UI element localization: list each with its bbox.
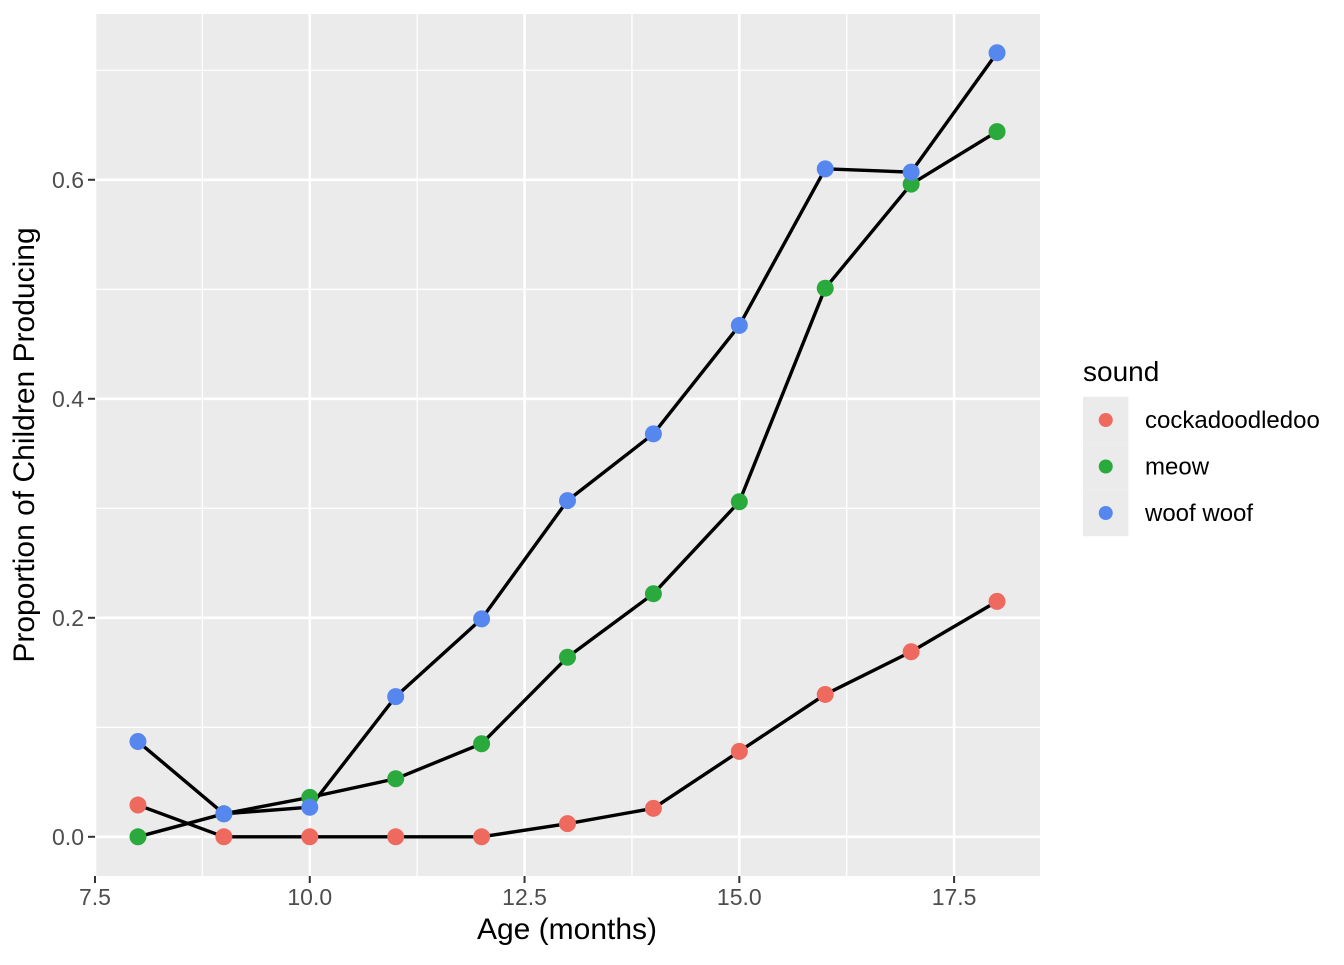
data-point-meow [730,493,748,511]
data-point-cockadoodledoo [473,828,491,846]
x-tick-label: 15.0 [717,884,762,910]
legend-dot-cockadoodledoo [1098,413,1113,427]
legend-dot-meow [1098,459,1113,474]
x-tick-label: 17.5 [932,884,977,910]
plot-panel [95,14,1040,876]
data-point-meow [559,648,576,666]
x-tick-label: 10.0 [287,884,332,910]
data-point-woof-woof [902,163,920,181]
legend: cockadoodledoo meow woof woof [1083,396,1320,537]
data-point-cockadoodledoo [730,742,748,760]
x-tick-label: 7.5 [79,884,111,910]
legend-label-woof-woof: woof woof [1144,500,1253,527]
data-point-woof-woof [473,610,491,628]
data-point-cockadoodledoo [988,592,1006,610]
data-point-meow [816,279,834,297]
plot-panel-group [95,14,1040,876]
data-point-woof-woof [816,160,834,178]
legend-dot-woof-woof [1098,506,1113,520]
data-point-meow [988,123,1006,141]
data-point-meow [902,175,920,193]
y-tick-label: 0.2 [52,605,84,631]
data-series [129,44,1006,846]
data-point-meow [644,585,662,603]
data-point-meow [473,735,491,753]
data-point-woof-woof [301,798,319,816]
data-point-woof-woof [559,492,576,510]
data-point-woof-woof [387,688,405,706]
data-point-woof-woof [730,316,748,334]
data-point-cockadoodledoo [215,828,233,846]
y-tick-label: 0.0 [52,824,84,850]
data-point-woof-woof [215,805,233,823]
data-point-cockadoodledoo [387,828,405,846]
data-point-cockadoodledoo [301,828,319,846]
data-point-woof-woof [129,733,147,751]
data-point-cockadoodledoo [129,796,147,814]
data-point-cockadoodledoo [644,799,662,817]
x-axis-title: Age (months) [477,913,657,946]
legend-title: sound [1083,356,1159,387]
data-point-cockadoodledoo [559,815,576,833]
legend-label-meow: meow [1145,454,1210,481]
data-point-cockadoodledoo [816,685,834,703]
axis-ticks-and-labels: 7.5 10.0 12.5 15.0 17.5 0.0 0.2 0.4 0.6 [52,167,976,910]
y-axis-title: Proportion of Children Producing [8,227,41,662]
data-point-woof-woof [644,425,662,443]
data-point-meow [387,770,405,788]
data-point-meow [129,828,147,846]
legend-label-cockadoodledoo: cockadoodledoo [1145,407,1320,434]
data-point-woof-woof [988,44,1006,62]
y-tick-label: 0.4 [52,386,84,412]
x-tick-label: 12.5 [502,884,547,910]
data-point-cockadoodledoo [902,643,920,661]
y-tick-label: 0.6 [52,167,84,193]
